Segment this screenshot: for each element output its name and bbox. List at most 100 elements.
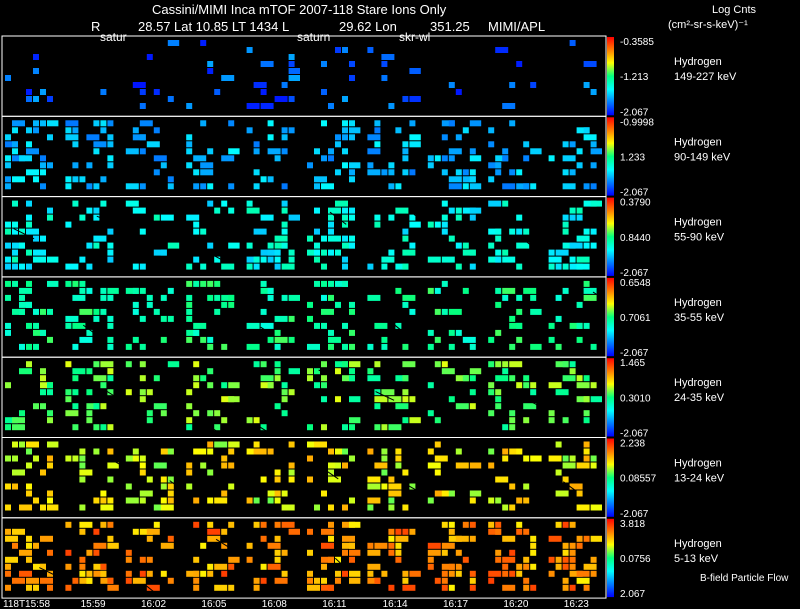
flux-pixel <box>207 497 214 504</box>
flux-pixel <box>86 287 93 294</box>
b-field-line <box>255 423 270 434</box>
flux-pixel <box>307 368 313 375</box>
flux-pixel <box>583 396 590 403</box>
flux-pixel <box>193 155 207 162</box>
colorbar <box>607 358 614 437</box>
flux-pixel <box>395 549 402 556</box>
flux-pixel <box>146 294 153 301</box>
flux-pixel <box>72 162 79 169</box>
flux-pixel <box>569 455 576 462</box>
flux-pixel <box>79 448 86 455</box>
flux-pixel <box>100 497 107 504</box>
flux-pixel <box>86 368 93 375</box>
flux-pixel <box>427 287 434 294</box>
flux-pixel <box>253 183 260 190</box>
flux-pixel <box>267 382 274 389</box>
flux-pixel <box>381 448 388 455</box>
flux-pixel <box>583 82 590 88</box>
flux-pixel <box>583 375 590 382</box>
image-panel <box>427 200 482 270</box>
flux-pixel <box>462 287 469 294</box>
flux-pixel <box>576 577 590 584</box>
flux-pixel <box>47 256 59 263</box>
flux-pixel <box>381 570 388 577</box>
flux-pixel <box>502 556 516 563</box>
flux-pixel <box>455 169 462 176</box>
flux-pixel <box>253 228 267 235</box>
flux-pixel <box>495 497 502 504</box>
flux-pixel <box>523 556 530 563</box>
flux-pixel <box>288 294 300 301</box>
flux-pixel <box>488 570 502 577</box>
flux-pixel <box>502 256 516 263</box>
image-panel <box>427 361 482 424</box>
b-field-line <box>199 477 222 488</box>
flux-pixel <box>562 263 569 270</box>
flux-pixel <box>5 162 11 169</box>
flux-pixel <box>260 424 267 431</box>
flux-pixel <box>488 361 495 368</box>
flux-pixel <box>93 361 100 368</box>
flux-pixel <box>107 256 114 263</box>
flux-pixel <box>33 329 46 336</box>
flux-pixel <box>495 375 509 382</box>
flux-pixel <box>19 570 32 577</box>
flux-pixel <box>509 343 516 350</box>
flux-pixel <box>349 162 361 169</box>
flux-pixel <box>548 570 555 577</box>
flux-pixel <box>107 141 114 148</box>
flux-pixel <box>321 280 327 287</box>
flux-pixel <box>26 301 32 308</box>
b-field-line <box>440 378 459 393</box>
flux-pixel <box>100 287 107 294</box>
flux-pixel <box>12 441 18 448</box>
flux-pixel <box>555 556 562 563</box>
flux-pixel <box>186 424 193 431</box>
flux-pixel <box>321 424 327 431</box>
flux-pixel <box>47 410 53 417</box>
flux-pixel <box>441 361 448 368</box>
r-value: 28.57 <box>138 19 171 34</box>
image-panel <box>132 40 180 109</box>
species-label: Hydrogen <box>674 56 722 68</box>
flux-pixel <box>562 183 576 190</box>
flux-pixel <box>349 308 355 315</box>
flux-pixel <box>139 497 146 504</box>
flux-pixel <box>509 228 516 235</box>
flux-pixel <box>441 308 448 315</box>
flux-pixel <box>107 242 114 249</box>
flux-pixel <box>160 476 167 483</box>
flux-pixel <box>281 382 288 389</box>
flux-pixel <box>281 570 288 577</box>
flux-pixel <box>86 570 93 577</box>
flux-pixel <box>26 448 32 455</box>
flux-pixel <box>72 141 79 148</box>
flux-pixel <box>281 504 295 511</box>
flux-pixel <box>495 287 502 294</box>
flux-pixel <box>523 183 530 190</box>
flux-pixel <box>583 322 590 329</box>
flux-pixel <box>569 242 583 249</box>
flux-pixel <box>328 235 341 242</box>
row-frame <box>1 517 607 599</box>
flux-pixel <box>455 207 462 214</box>
flux-pixel <box>314 280 320 287</box>
image-panel <box>246 200 308 270</box>
flux-pixel <box>12 242 25 249</box>
flux-pixel <box>274 242 288 249</box>
flux-pixel <box>260 89 267 95</box>
flux-pixel <box>160 294 167 301</box>
flux-pixel <box>153 462 167 469</box>
colorbar-max-label: 0.3790 <box>620 198 651 209</box>
image-panel <box>548 127 602 190</box>
flux-pixel <box>509 82 516 88</box>
colorbar-max-label: 0.6548 <box>620 278 651 289</box>
flux-pixel <box>193 584 200 591</box>
flux-pixel <box>576 127 590 134</box>
flux-pixel <box>509 417 516 424</box>
flux-pixel <box>214 563 228 570</box>
flux-pixel <box>367 570 374 577</box>
flux-pixel <box>246 200 253 207</box>
flux-pixel <box>576 322 583 329</box>
flux-pixel <box>562 556 569 563</box>
